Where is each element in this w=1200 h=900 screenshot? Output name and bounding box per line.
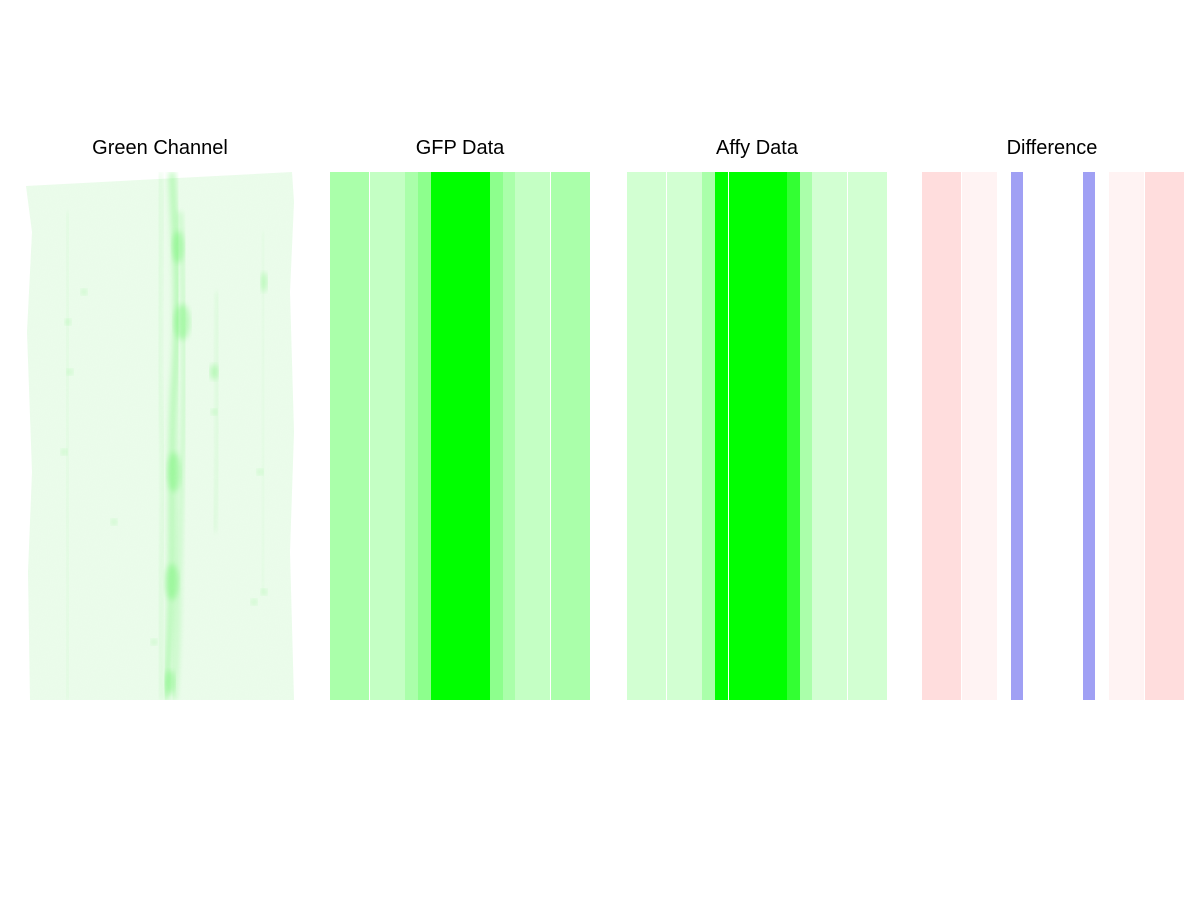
stain-blob [165, 670, 175, 694]
stain-strand [65, 211, 71, 700]
band-4 [418, 172, 431, 700]
gfp-data-bands [330, 172, 590, 700]
difference-title: Difference [1006, 137, 1098, 159]
band-8 [515, 172, 550, 700]
green-channel-title: Green Channel [92, 137, 228, 159]
stain-spot [211, 409, 217, 415]
stain-blob [174, 304, 190, 340]
band-5 [1109, 172, 1144, 700]
band-1 [330, 172, 369, 700]
band-6 [787, 172, 800, 700]
root-micrograph [26, 172, 294, 700]
band-7 [503, 172, 515, 700]
stain-strand [157, 172, 165, 700]
stain-spot [111, 519, 117, 525]
affy-data-title: Affy Data [716, 137, 798, 159]
stain-spot [261, 589, 267, 595]
stain-spot [65, 319, 71, 325]
band-9 [848, 172, 887, 700]
band-6 [490, 172, 503, 700]
band-3 [702, 172, 715, 700]
band-4 [715, 172, 728, 700]
band-1 [922, 172, 961, 700]
stain-spot [151, 639, 157, 645]
band-6 [1145, 172, 1184, 700]
green-channel-image [24, 172, 296, 700]
band-7 [800, 172, 812, 700]
band-9 [551, 172, 590, 700]
root-stain-veins [61, 172, 267, 700]
stain-spot [257, 469, 263, 475]
band-4 [1083, 172, 1095, 700]
band-2 [667, 172, 702, 700]
stain-blob [165, 564, 179, 600]
band-3 [405, 172, 418, 700]
band-8 [812, 172, 847, 700]
stain-spot [61, 449, 67, 455]
stain-spot [251, 599, 257, 605]
stain-blob [261, 272, 267, 292]
band-3 [1011, 172, 1023, 700]
affy-data-bands [627, 172, 887, 700]
band-5 [729, 172, 787, 700]
stain-blob [172, 231, 184, 263]
stain-strand [212, 291, 220, 533]
stain-strand [172, 211, 187, 700]
stain-spot [67, 369, 73, 375]
band-2 [962, 172, 997, 700]
gfp-data-title: GFP Data [415, 137, 505, 159]
stain-blob [210, 364, 218, 380]
band-2 [370, 172, 405, 700]
root-texture [26, 172, 294, 700]
stain-blob [167, 452, 181, 492]
band-1 [627, 172, 666, 700]
stain-spot [81, 289, 87, 295]
band-5 [431, 172, 490, 700]
difference-bands [922, 172, 1184, 700]
